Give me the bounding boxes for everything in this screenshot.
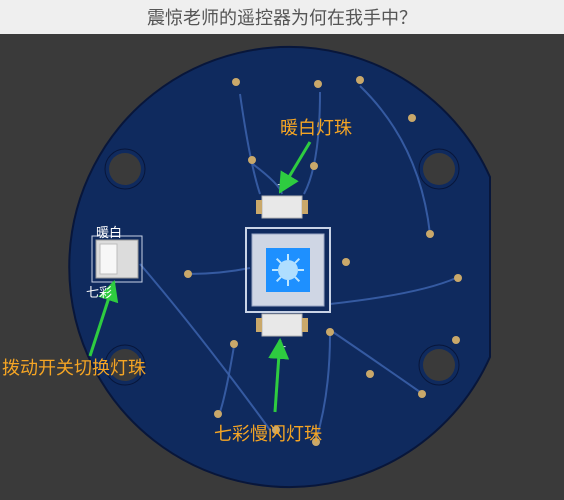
- label-rgb-slow-led: 七彩慢闪灯珠: [214, 420, 322, 446]
- switch-label-bottom: 七彩: [86, 282, 112, 301]
- label-warm-white-led: 暖白灯珠: [280, 114, 352, 140]
- switch-label-top: 暖白: [96, 222, 122, 241]
- via-pad: [230, 340, 238, 348]
- screw-hole: [423, 153, 455, 185]
- via-pad: [310, 162, 318, 170]
- title-bar: 震惊老师的遥控器为何在我手中？: [0, 0, 564, 34]
- via-pad: [184, 270, 192, 278]
- via-pad: [426, 230, 434, 238]
- via-pad: [214, 410, 222, 418]
- rgb-led: [262, 314, 302, 336]
- via-pad: [326, 328, 334, 336]
- via-pad: [366, 370, 374, 378]
- led-pad: [302, 200, 308, 214]
- via-pad: [452, 336, 460, 344]
- led-pad: [256, 318, 262, 332]
- screw-hole: [109, 153, 141, 185]
- led-pad: [302, 318, 308, 332]
- page-title: 震惊老师的遥控器为何在我手中？: [147, 4, 417, 30]
- via-pad: [454, 274, 462, 282]
- via-pad: [356, 76, 364, 84]
- via-pad: [232, 78, 240, 86]
- center-led-glow: [278, 260, 298, 280]
- via-pad: [248, 156, 256, 164]
- diagram-stage: ++ 暖白灯珠 七彩慢闪灯珠 拨动开关切换灯珠 暖白 七彩: [0, 34, 564, 500]
- page-root: 震惊老师的遥控器为何在我手中？ ++ 暖白灯珠 七彩慢闪灯珠 拨动开关切换灯珠 …: [0, 0, 564, 500]
- warm-white-led: [262, 196, 302, 218]
- via-pad: [418, 390, 426, 398]
- via-pad: [342, 258, 350, 266]
- label-toggle-switch: 拨动开关切换灯珠: [2, 354, 146, 380]
- via-pad: [314, 80, 322, 88]
- led-pad: [256, 200, 262, 214]
- toggle-switch-knob[interactable]: [100, 244, 117, 274]
- via-pad: [408, 114, 416, 122]
- screw-hole: [423, 349, 455, 381]
